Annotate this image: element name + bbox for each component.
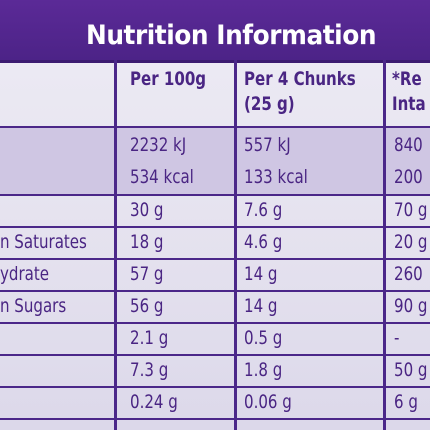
row-divider (0, 126, 430, 128)
row-divider (0, 418, 430, 420)
salt-per100: 0.24 g (130, 391, 178, 413)
energy-kj-per100: 2232 kJ (130, 134, 187, 156)
table-title: Nutrition Information (86, 20, 377, 51)
fat-per100: 30 g (130, 199, 164, 221)
energy-kj-ri: 840 (394, 134, 423, 156)
saturates-per100: 18 g (130, 231, 164, 253)
energy-kj-per4: 557 kJ (244, 134, 291, 156)
header-reference-intake: *Re (392, 68, 422, 90)
column-divider (383, 60, 386, 430)
energy-kcal-per4: 133 kcal (244, 166, 308, 188)
energy-kcal-ri: 200 (394, 166, 423, 188)
row-divider (0, 386, 430, 388)
carbohydrate-per100: 57 g (130, 263, 164, 285)
carbohydrate-label: ydrate (0, 263, 50, 285)
energy-band (0, 126, 430, 194)
column-divider (114, 60, 117, 430)
sugars-per4: 14 g (244, 295, 278, 317)
header-reference-intake-2: Inta (392, 93, 426, 115)
sugars-per100: 56 g (130, 295, 164, 317)
nutrition-table: Per 100g Per 4 Chunks (25 g) *Re Inta 22… (0, 60, 430, 430)
column-divider (234, 60, 237, 430)
saturates-per4: 4.6 g (244, 231, 283, 253)
header-bar: Nutrition Information (0, 0, 430, 63)
header-per-4-chunks-weight: (25 g) (244, 93, 295, 115)
fibre-per4: 0.5 g (244, 327, 283, 349)
fat-ri: 70 g (394, 199, 428, 221)
saturates-ri: 20 g (394, 231, 428, 253)
salt-per4: 0.06 g (244, 391, 292, 413)
fibre-per100: 2.1 g (130, 327, 169, 349)
sugars-ri: 90 g (394, 295, 428, 317)
row-divider (0, 354, 430, 356)
protein-ri: 50 g (394, 359, 428, 381)
row-divider (0, 226, 430, 228)
row-divider (0, 194, 430, 196)
protein-per100: 7.3 g (130, 359, 169, 381)
carbohydrate-ri: 260 (394, 263, 423, 285)
fibre-ri: - (394, 327, 400, 349)
salt-ri: 6 g (394, 391, 418, 413)
energy-kcal-per100: 534 kcal (130, 166, 194, 188)
header-per-100g: Per 100g (130, 68, 207, 90)
protein-per4: 1.8 g (244, 359, 283, 381)
row-divider (0, 290, 430, 292)
row-divider (0, 258, 430, 260)
saturates-label: n Saturates (0, 231, 87, 253)
row-divider (0, 322, 430, 324)
header-per-4-chunks: Per 4 Chunks (244, 68, 356, 90)
fat-per4: 7.6 g (244, 199, 283, 221)
sugars-label: n Sugars (0, 295, 67, 317)
carbohydrate-per4: 14 g (244, 263, 278, 285)
